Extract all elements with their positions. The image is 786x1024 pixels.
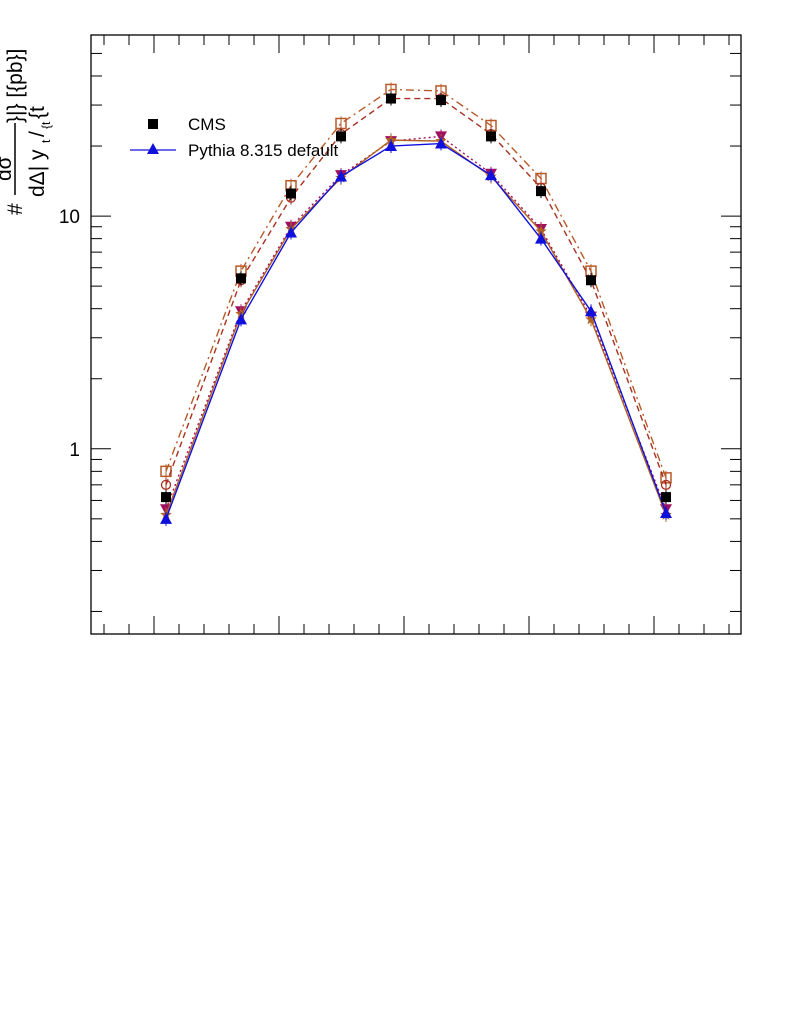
y-tick-label: 10	[59, 207, 80, 228]
ylabel-denominator-var: y	[26, 149, 49, 160]
series-line	[165, 139, 667, 516]
legend-marker-pythia	[147, 143, 159, 154]
data-point	[161, 492, 171, 503]
series-line	[165, 88, 667, 479]
svg-text:t: t	[39, 139, 53, 143]
data-point	[436, 95, 446, 106]
axis-ticks	[91, 34, 741, 634]
data-point	[336, 131, 346, 142]
data-point	[160, 479, 172, 490]
data-point	[535, 232, 547, 244]
svg-text:{t: {t	[26, 106, 49, 119]
svg-text:/: /	[26, 131, 49, 137]
data-point	[160, 512, 172, 524]
data-point	[285, 226, 297, 238]
legend: CMS Pythia 8.315 default	[130, 115, 339, 160]
series-layer	[160, 82, 672, 526]
ylabel-units: }|} [{pb}]	[4, 49, 27, 123]
ylabel-denominator-sub2: {t	[39, 121, 53, 129]
legend-marker-cms	[148, 119, 158, 129]
ylabel-denominator-tail: {t	[26, 106, 49, 119]
data-point	[435, 137, 447, 149]
series-line	[165, 97, 667, 486]
ylabel-hash: #	[4, 203, 27, 215]
y-tick-label: 1	[69, 440, 80, 461]
data-point	[585, 313, 597, 325]
data-point	[385, 140, 397, 152]
series-line	[165, 135, 667, 510]
data-point	[585, 305, 597, 317]
plot-frame	[90, 34, 742, 635]
data-point	[586, 275, 596, 286]
data-point	[386, 93, 396, 104]
data-point	[236, 273, 246, 284]
ylabel-numerator: dσ	[0, 156, 16, 181]
data-point	[660, 506, 672, 518]
y-axis-title: # dσ dΔ| y t / {t {t }|} [{pb}]	[0, 49, 53, 215]
data-point	[235, 313, 247, 325]
svg-text:dσ: dσ	[0, 156, 16, 181]
svg-text:#: #	[4, 203, 27, 215]
data-point	[535, 225, 547, 237]
svg-text:dΔ| y: dΔ| y	[26, 149, 49, 197]
ylabel-denominator-slash: /	[26, 131, 49, 137]
data-point	[660, 479, 672, 490]
legend-label-cms: CMS	[188, 115, 226, 134]
data-point	[661, 492, 671, 503]
data-point	[286, 188, 296, 199]
data-point	[335, 170, 347, 182]
svg-text:{t: {t	[39, 121, 53, 129]
y-tick-label-text: 10	[59, 207, 80, 228]
data-point	[536, 186, 546, 197]
y-tick-labels: 110102	[59, 207, 80, 461]
y-tick-label-text: 1	[69, 440, 80, 461]
series-line	[165, 142, 667, 520]
data-point	[486, 131, 496, 142]
data-point	[485, 169, 497, 181]
ylabel-denominator-sub: t	[39, 139, 53, 143]
svg-text:}|} [{pb}]: }|} [{pb}]	[4, 49, 27, 123]
legend-label-pythia: Pythia 8.315 default	[188, 141, 339, 160]
ylabel-denominator-prefix: dΔ|	[26, 166, 49, 197]
